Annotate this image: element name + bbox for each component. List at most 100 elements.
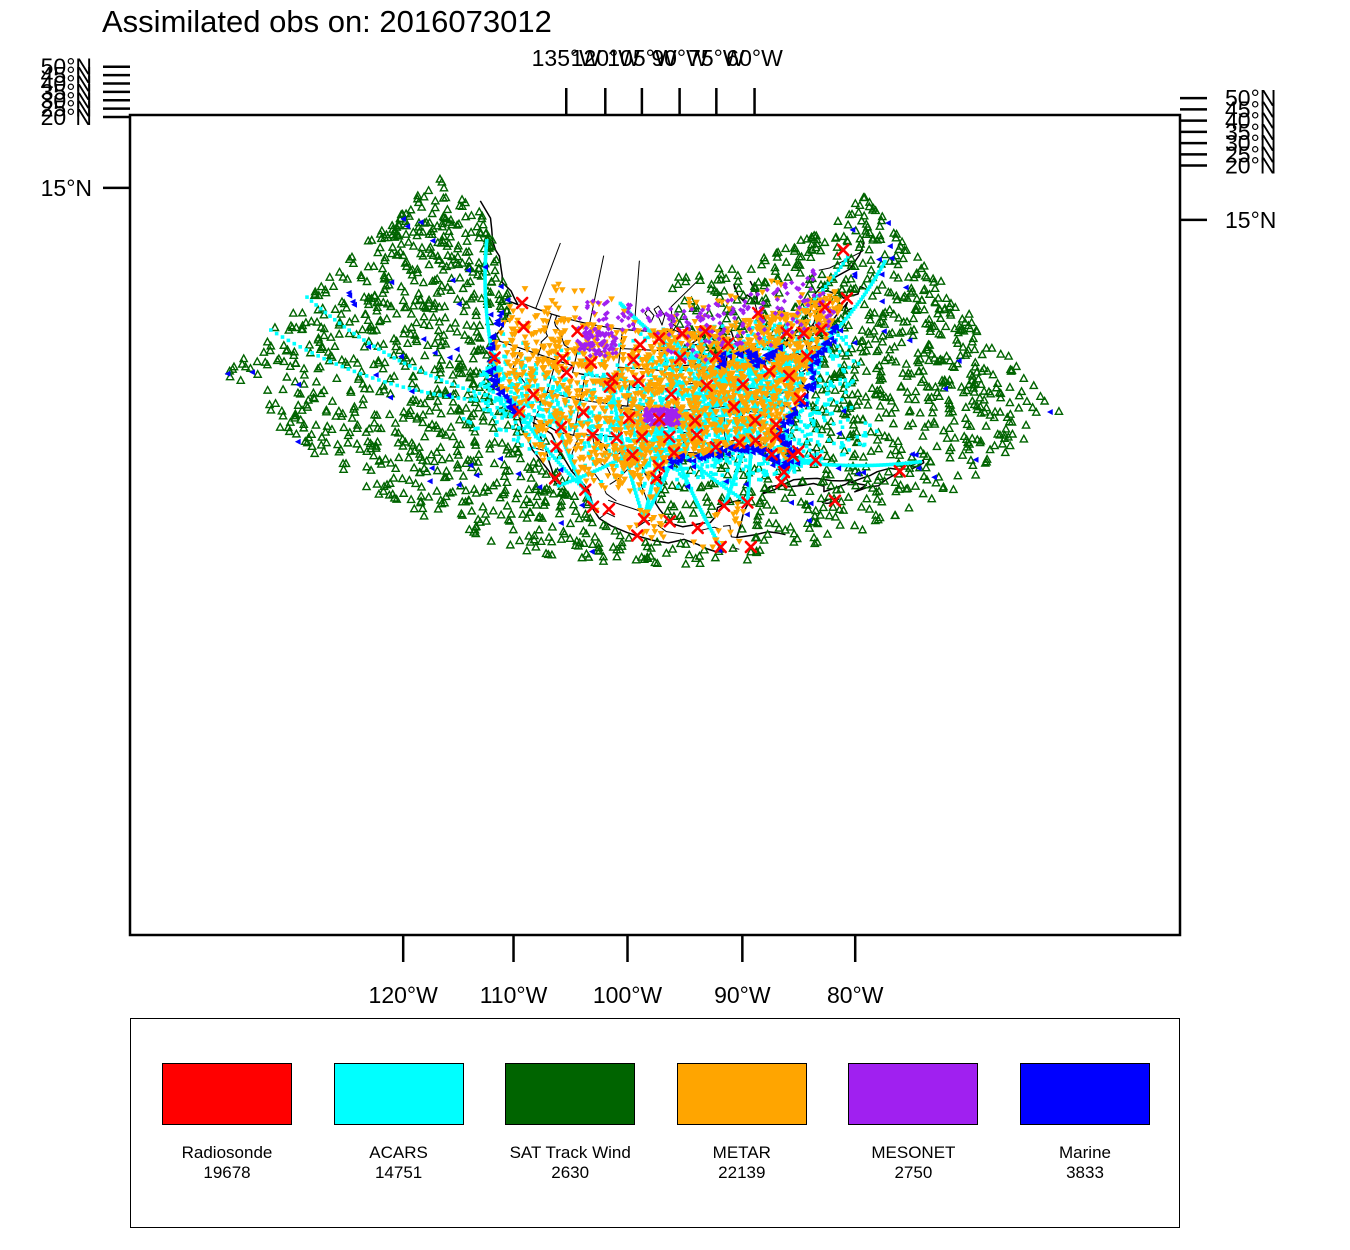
acars-marker (708, 408, 712, 413)
acars-marker (816, 384, 820, 388)
acars-marker (841, 338, 846, 342)
sat-track-wind-marker (759, 535, 769, 544)
sat-track-wind-marker (299, 369, 310, 379)
acars-marker (856, 361, 861, 366)
sat-track-wind-marker (762, 529, 773, 538)
sat-track-wind-marker (444, 226, 454, 236)
sat-track-wind-marker (679, 295, 690, 305)
sat-track-wind-marker (530, 463, 540, 473)
acars-marker (511, 425, 515, 429)
acars-marker (492, 399, 497, 404)
sat-track-wind-marker (458, 283, 468, 293)
sat-track-wind-marker (817, 384, 828, 394)
acars-marker (502, 376, 506, 380)
acars-marker (794, 425, 799, 430)
sat-track-wind-marker (405, 405, 416, 415)
acars-marker (755, 406, 760, 410)
sat-track-wind-marker (859, 299, 870, 309)
sat-track-wind-marker (454, 218, 464, 228)
sat-track-wind-marker (755, 506, 765, 516)
sat-track-wind-marker (889, 269, 899, 279)
acars-marker (685, 466, 689, 471)
acars-marker (837, 363, 842, 368)
acars-marker (817, 443, 822, 447)
sat-track-wind-marker (357, 324, 368, 334)
sat-track-wind-marker (404, 211, 415, 220)
sat-track-wind-marker (465, 371, 475, 380)
sat-track-wind-marker (398, 488, 409, 497)
sat-track-wind-marker (919, 304, 930, 314)
acars-marker (841, 367, 846, 372)
acars-marker (815, 397, 820, 402)
sat-track-wind-marker (1028, 380, 1039, 390)
sat-track-wind-marker (334, 405, 344, 415)
sat-track-wind-marker (871, 363, 882, 373)
sat-track-wind-marker (476, 228, 486, 237)
sat-track-wind-marker (470, 437, 480, 446)
acars-marker (494, 432, 498, 437)
sat-track-wind-marker (958, 387, 969, 397)
sat-track-wind-marker (966, 317, 977, 327)
sat-track-wind-marker (375, 242, 385, 252)
sat-track-wind-marker (355, 444, 365, 453)
sat-track-wind-marker (695, 558, 705, 567)
acars-marker (747, 374, 752, 379)
sat-track-wind-marker (848, 429, 859, 438)
acars-marker (492, 415, 497, 419)
sat-track-wind-marker (319, 385, 329, 395)
sat-track-wind-marker (949, 415, 959, 425)
sat-track-wind-marker (755, 498, 765, 507)
sat-track-wind-marker (356, 270, 366, 280)
acars-marker (799, 372, 803, 377)
sat-track-wind-marker (719, 285, 730, 295)
acars-marker (846, 437, 851, 442)
sat-track-wind-marker (452, 251, 463, 261)
sat-track-wind-marker (646, 542, 656, 552)
acars-marker (697, 458, 702, 463)
acars-marker (841, 443, 846, 448)
sat-track-wind-marker (691, 305, 702, 315)
acars-marker (846, 418, 850, 422)
sat-track-wind-marker (369, 290, 380, 300)
sat-track-wind-marker (1019, 433, 1029, 443)
acars-marker (413, 366, 417, 371)
acars-marker (898, 461, 903, 466)
sat-track-wind-marker (437, 454, 447, 464)
acars-marker (828, 412, 833, 416)
acars-marker (541, 415, 546, 419)
sat-track-wind-marker (491, 254, 502, 264)
sat-track-wind-marker (378, 339, 389, 348)
sat-track-wind-marker (408, 300, 419, 310)
sat-track-wind-marker (297, 307, 308, 317)
sat-track-wind-marker (424, 405, 435, 415)
acars-marker (772, 358, 776, 363)
acars-marker (703, 403, 707, 407)
acars-marker (698, 425, 703, 430)
sat-track-wind-marker (331, 411, 341, 420)
sat-track-wind-marker (770, 262, 780, 272)
sat-track-wind-marker (850, 465, 860, 475)
acars-marker (704, 370, 709, 375)
sat-track-wind-marker (802, 518, 813, 527)
acars-marker (700, 405, 704, 409)
sat-track-wind-marker (302, 402, 313, 411)
sat-track-wind-marker (812, 517, 822, 527)
sat-track-wind-marker (474, 320, 485, 329)
acars-marker (851, 359, 856, 363)
acars-marker (322, 356, 326, 361)
mexico-state-boundary (701, 526, 719, 531)
sat-track-wind-marker (879, 430, 890, 440)
acars-marker (720, 324, 725, 328)
sat-track-wind-marker (817, 269, 827, 279)
sat-track-wind-marker (737, 523, 747, 533)
acars-marker (645, 432, 649, 437)
sat-track-wind-marker (969, 386, 980, 396)
sat-track-wind-marker (594, 542, 604, 552)
sat-track-wind-marker (504, 465, 515, 475)
acars-marker (817, 433, 822, 438)
acars-marker (641, 402, 645, 407)
sat-track-wind-marker (893, 436, 903, 446)
sat-track-wind-marker (927, 348, 937, 358)
sat-track-wind-marker (452, 294, 463, 303)
sat-track-wind-marker (409, 445, 420, 455)
